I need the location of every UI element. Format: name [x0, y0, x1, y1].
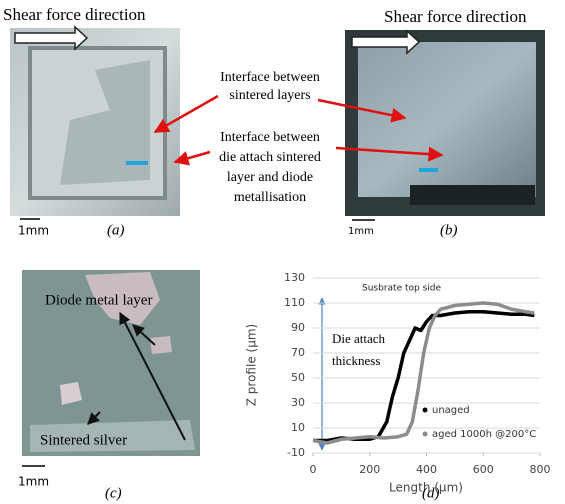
annotation: metallisation [234, 190, 306, 205]
scale-label: 1mm [18, 475, 49, 489]
y-tick-label: 50 [291, 371, 305, 384]
edge-b [410, 185, 535, 205]
annotation: Interface between [220, 70, 320, 85]
y-tick-label: -10 [287, 446, 305, 459]
x-tick-label: 800 [530, 463, 551, 476]
y-tick-label: 10 [291, 421, 305, 434]
annotation: layer and diode [227, 170, 313, 185]
metal-patch [150, 336, 172, 354]
y-tick-label: 110 [284, 296, 305, 309]
x-tick-label: 600 [473, 463, 494, 476]
scale-label: 1mm [348, 226, 374, 237]
panel-title: Shear force direction [384, 7, 527, 26]
chart-note: thickness [332, 353, 380, 368]
region-label: Sintered silver [40, 432, 127, 448]
y-tick-label: 90 [291, 321, 305, 334]
x-tick-label: 200 [359, 463, 380, 476]
chart-note: Die attach [332, 331, 386, 346]
legend-label: unaged [432, 405, 470, 416]
region-label: Diode metal layer [45, 292, 152, 308]
y-tick-label: 30 [291, 396, 305, 409]
figure: Shear force direction 1mm (a) Shear forc… [0, 0, 565, 504]
panel-c: Diode metal layer Sintered silver 1mm (c… [18, 270, 200, 501]
y-tick-label: 70 [291, 346, 305, 359]
pointer [175, 152, 210, 162]
caption: (b) [440, 222, 458, 238]
x-tick-label: 0 [310, 463, 317, 476]
x-tick-label: 400 [416, 463, 437, 476]
legend-marker [423, 432, 428, 437]
chart-note: Susbrate top side [362, 284, 441, 294]
y-tick-label: 130 [284, 271, 305, 284]
caption: (a) [107, 222, 125, 238]
scale-label: 1mm [18, 224, 49, 238]
die-b [358, 42, 536, 197]
legend-label: aged 1000h @200°C [432, 429, 536, 440]
annotation: die attach sintered [219, 150, 321, 165]
annotation: Interface between [220, 130, 320, 145]
y-axis-title: Z profile (µm) [245, 324, 259, 406]
caption: (c) [105, 485, 122, 501]
panel-a: Shear force direction 1mm (a) [3, 5, 180, 239]
legend-marker [423, 408, 428, 413]
annotation: sintered layers [229, 88, 310, 103]
panel-b: Shear force direction 1mm (b) [345, 7, 545, 239]
panel-title: Shear force direction [3, 5, 146, 24]
caption: (d) [422, 485, 440, 501]
chart: Z profile (µm) Length (µm) Susbrate top … [245, 271, 551, 501]
